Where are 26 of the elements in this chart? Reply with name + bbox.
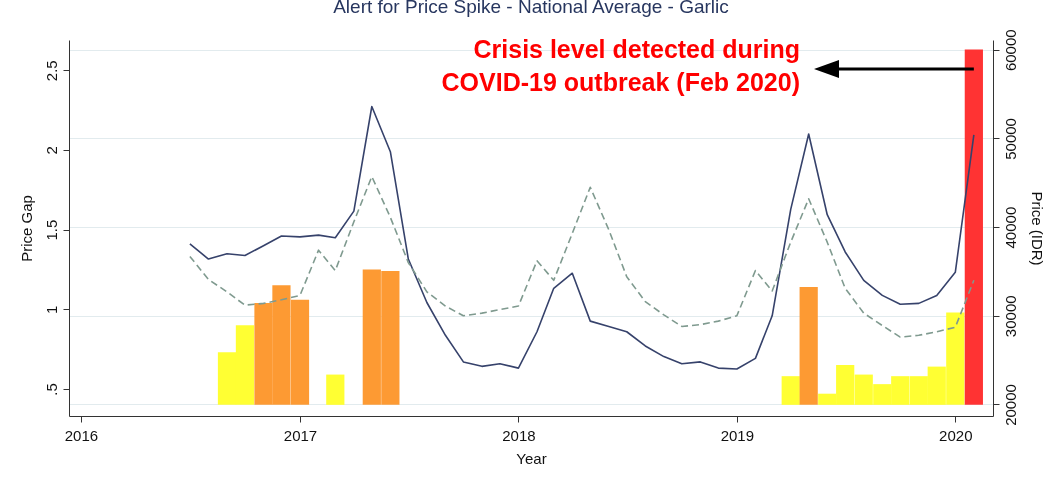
chart-title: Alert for Price Spike - National Average - Garlic [333, 0, 729, 17]
y-axis-title: Price Gap [17, 195, 35, 262]
x-tick-label: 2018 [502, 426, 536, 444]
bar [781, 376, 800, 405]
line-series [189, 175, 975, 338]
y-tick-label: .5 [42, 383, 60, 396]
x-tick-label: 2020 [939, 426, 973, 444]
line-series [189, 105, 975, 370]
bar [799, 286, 818, 405]
x-tick-label: 2017 [283, 426, 318, 444]
y2-axis-title: Price (IDR) [1028, 191, 1046, 266]
x-tick-label: 2019 [720, 426, 755, 444]
y-tick-label: 2.5 [42, 60, 60, 82]
y-tick-label: 1.5 [42, 219, 60, 241]
y2-tick-label: 50000 [1001, 118, 1019, 160]
annotation: Crisis level detected during COVID-19 outbreak (Feb 2020) [441, 35, 800, 96]
y2-tick-label: 30000 [1001, 295, 1019, 338]
y-tick-label: 1 [42, 305, 60, 314]
bar [326, 374, 345, 405]
y2-tick-label: 40000 [1001, 206, 1019, 249]
y2-tick-label: 60000 [1001, 29, 1019, 72]
x-axis-title: Year [516, 449, 547, 467]
y2-tick-label: 20000 [1001, 384, 1019, 426]
bar [964, 49, 983, 405]
y-tick-label: 2 [42, 146, 60, 155]
x-tick-label: 2016 [64, 426, 99, 444]
